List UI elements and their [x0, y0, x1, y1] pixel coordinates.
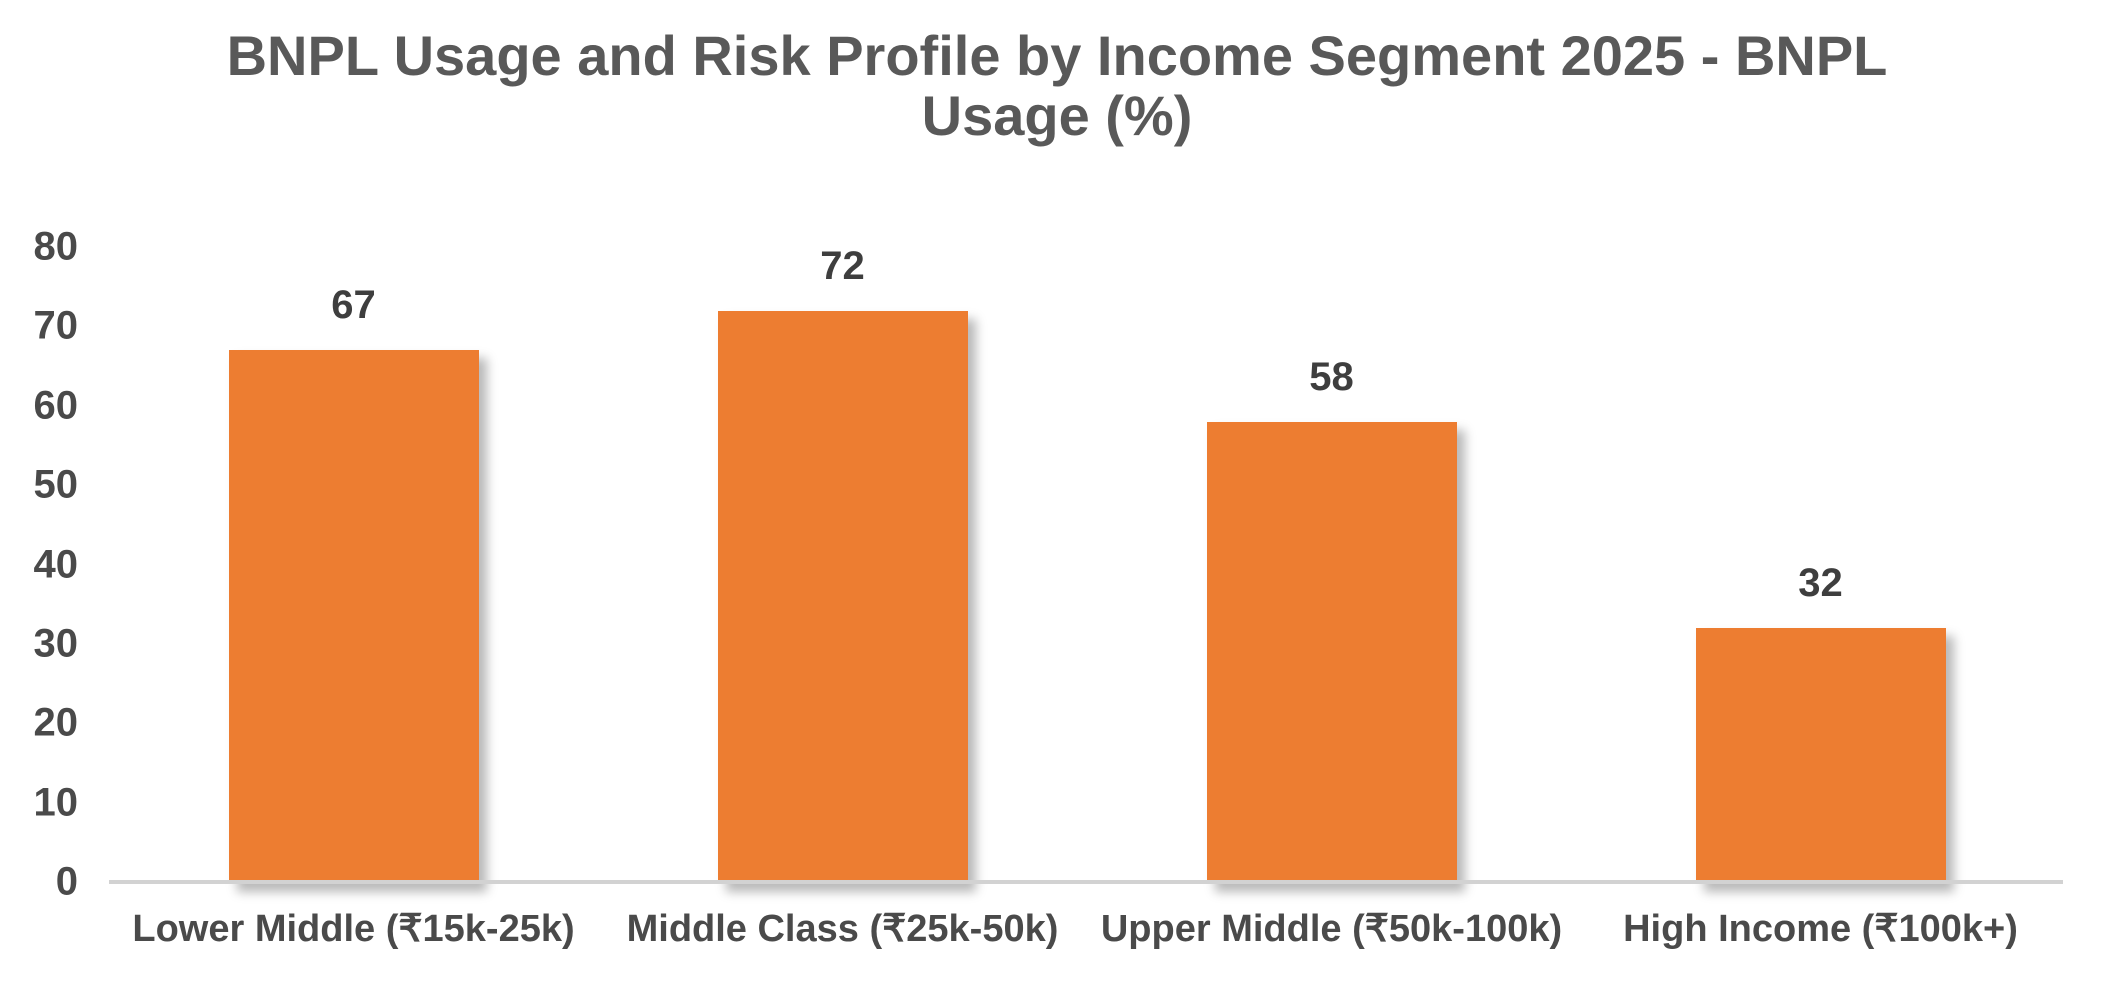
- bar: [228, 350, 479, 884]
- y-axis-tick-label: 30: [33, 621, 79, 666]
- bar: [717, 310, 968, 884]
- y-axis-tick-label: 10: [33, 780, 79, 825]
- bar-value-label: 58: [1309, 354, 1354, 399]
- bar: [1206, 421, 1457, 884]
- chart-title-line-1: BNPL Usage and Risk Profile by Income Se…: [226, 24, 1888, 87]
- chart-title: BNPL Usage and Risk Profile by Income Se…: [0, 26, 2114, 146]
- y-axis-tick-label: 70: [33, 303, 79, 348]
- x-axis-category-label: Middle Class (₹25k-50k): [626, 908, 1059, 950]
- x-axis-category-label: Lower Middle (₹15k-25k): [132, 908, 575, 950]
- y-axis-tick-label: 60: [33, 383, 79, 428]
- y-axis-tick-label: 50: [33, 462, 79, 507]
- bar-value-label: 72: [820, 243, 865, 288]
- chart-title-line-2: Usage (%): [921, 83, 1193, 147]
- x-axis-labels: Lower Middle (₹15k-25k) Middle Class (₹25…: [109, 906, 2065, 966]
- bar-value-label: 67: [331, 283, 376, 328]
- x-axis-category-label: Upper Middle (₹50k-100k): [1100, 908, 1563, 950]
- y-axis-tick-label: 40: [33, 542, 79, 586]
- y-axis-tick-label: 20: [33, 700, 79, 745]
- x-axis-category-label: High Income (₹100k+): [1623, 908, 2018, 950]
- bar: [1695, 628, 1946, 884]
- bar-value-label: 32: [1798, 561, 1843, 605]
- plot-area: 67 72 58 32: [109, 243, 2065, 884]
- y-axis-tick-label: 80: [33, 224, 79, 269]
- y-axis-tick-label: 0: [55, 859, 78, 904]
- x-axis-line: [109, 880, 2063, 884]
